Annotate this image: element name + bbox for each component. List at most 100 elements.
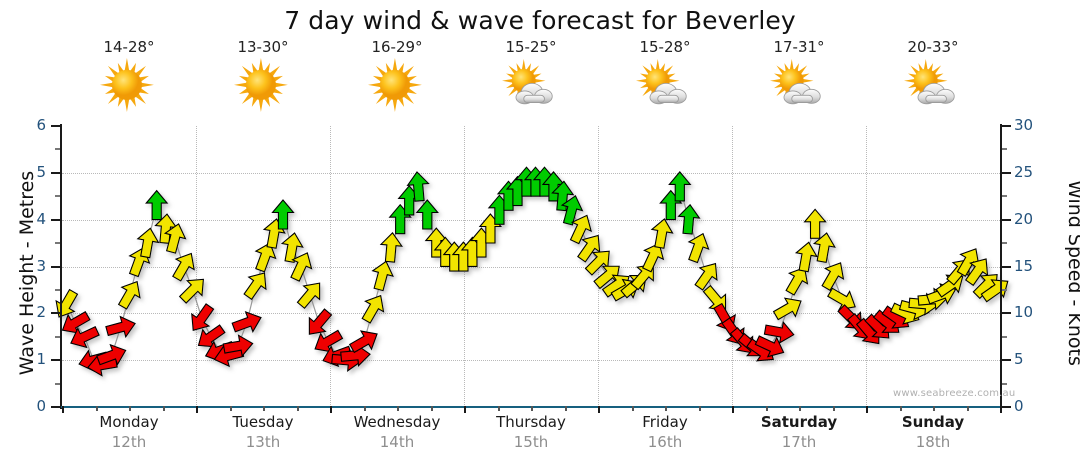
day-label-wednesday: Wednesday 14th [330, 412, 464, 452]
axis-sub-tick [363, 406, 366, 411]
right-tick-label-5: 5 [1014, 350, 1024, 369]
temperature-range: 20-33° [907, 38, 959, 56]
day-header-saturday: 17-31° [732, 38, 866, 123]
left-tick-label-3: 3 [36, 256, 46, 275]
right-tick-label-20: 20 [1014, 209, 1034, 228]
axis-sub-tick [430, 406, 433, 411]
axis-day-tick-1 [196, 406, 198, 413]
left-tick-4 [51, 218, 60, 221]
right-tick-5 [1002, 359, 1011, 362]
gridline-v-day-2 [330, 126, 331, 407]
gridline-v-day-1 [196, 126, 197, 407]
left-tick-label-0: 0 [36, 397, 46, 415]
axis-day-tick-0 [62, 406, 64, 413]
axis-sub-tick [531, 406, 533, 411]
axis-day-tick-4 [598, 406, 600, 413]
axis-day-tick-2 [330, 406, 332, 413]
sunny-icon [365, 58, 429, 116]
left-tick-label-2: 2 [36, 303, 46, 322]
axis-sub-tick [899, 406, 902, 411]
axis-sub-tick [765, 406, 768, 411]
day-date: 16th [647, 433, 683, 451]
right-tick-label-0: 0 [1014, 397, 1024, 415]
day-name: Wednesday [353, 413, 441, 431]
gridline-h-1 [62, 360, 1000, 362]
right-tick-17.5 [1002, 242, 1007, 245]
watermark: www.seabreeze.com.au [893, 388, 1016, 399]
axis-day-tick-7 [1000, 406, 1002, 413]
day-date: 13th [245, 433, 281, 451]
day-label-saturday: Saturday 17th [732, 412, 866, 452]
day-header-wednesday: 16-29° [330, 38, 464, 123]
gridline-v-day-6 [866, 126, 867, 407]
left-tick-5.5 [55, 148, 60, 151]
temperature-range: 13-30° [237, 38, 289, 56]
axis-day-tick-6 [866, 406, 868, 413]
axis-sub-tick [162, 406, 165, 411]
right-tick-label-10: 10 [1014, 303, 1034, 322]
right-tick-10 [1002, 312, 1011, 315]
axis-sub-tick [129, 406, 131, 411]
day-footer-strip: Monday 12th Tuesday 13th Wednesday 14th Thursd… [62, 406, 1002, 470]
temperature-range: 14-28° [103, 38, 155, 56]
gridline-h-3 [62, 266, 1000, 268]
axis-sub-tick [564, 406, 567, 411]
temperature-range: 16-29° [371, 38, 423, 56]
day-label-tuesday: Tuesday 13th [196, 412, 330, 452]
temperature-range: 17-31° [773, 38, 825, 56]
right-tick-20 [1002, 218, 1011, 221]
day-header-tuesday: 13-30° [196, 38, 330, 123]
left-tick-3.5 [55, 242, 60, 245]
day-header-thursday: 15-25° [464, 38, 598, 123]
day-name: Saturday [760, 413, 838, 431]
right-tick-label-25: 25 [1014, 162, 1034, 181]
axis-sub-tick [698, 406, 701, 411]
right-tick-label-15: 15 [1014, 256, 1034, 275]
day-date: 17th [781, 433, 817, 451]
day-label-sunday: Sunday 18th [866, 412, 1000, 452]
partly-cloudy-icon [499, 58, 563, 116]
left-tick-2.5 [55, 288, 60, 291]
left-tick-5 [51, 171, 60, 174]
right-tick-12.5 [1002, 288, 1007, 291]
right-tick-0 [1002, 406, 1011, 408]
partly-cloudy-icon [633, 58, 697, 116]
left-tick-label-5: 5 [36, 162, 46, 181]
gridline-v-day-3 [464, 126, 465, 407]
axis-day-tick-5 [732, 406, 734, 413]
right-tick-15 [1002, 265, 1011, 268]
left-tick-6 [51, 125, 60, 127]
axis-sub-tick [263, 406, 265, 411]
left-tick-label-4: 4 [36, 209, 46, 228]
day-name: Tuesday [232, 413, 294, 431]
right-tick-2.5 [1002, 382, 1007, 385]
temperature-range: 15-25° [505, 38, 557, 56]
temperature-range: 15-28° [639, 38, 691, 56]
page-title: 7 day wind & wave forecast for Beverley [284, 6, 796, 35]
day-date: 15th [513, 433, 549, 451]
sunny-icon [97, 58, 161, 116]
day-name: Friday [642, 413, 688, 431]
axis-sub-tick [832, 406, 835, 411]
left-tick-4.5 [55, 195, 60, 198]
right-tick-30 [1002, 125, 1011, 127]
axis-sub-tick [631, 406, 634, 411]
sunny-icon [231, 58, 295, 116]
left-tick-label-1: 1 [36, 350, 46, 369]
day-label-thursday: Thursday 15th [464, 412, 598, 452]
axis-sub-tick [229, 406, 232, 411]
day-name: Monday [99, 413, 159, 431]
right-axis-title: Wind Speed - Knots [1064, 180, 1080, 366]
left-tick-1 [51, 359, 60, 362]
right-axis-line [1000, 124, 1002, 409]
axis-sub-tick [397, 406, 399, 411]
axis-day-tick-3 [464, 406, 466, 413]
plot-area [62, 126, 1000, 407]
day-name: Sunday [901, 413, 965, 431]
left-tick-2 [51, 312, 60, 315]
left-tick-label-6: 6 [36, 116, 46, 134]
left-axis-title: Wave Height - Metres [16, 170, 38, 376]
axis-sub-tick [296, 406, 299, 411]
day-header-monday: 14-28° [62, 38, 196, 123]
